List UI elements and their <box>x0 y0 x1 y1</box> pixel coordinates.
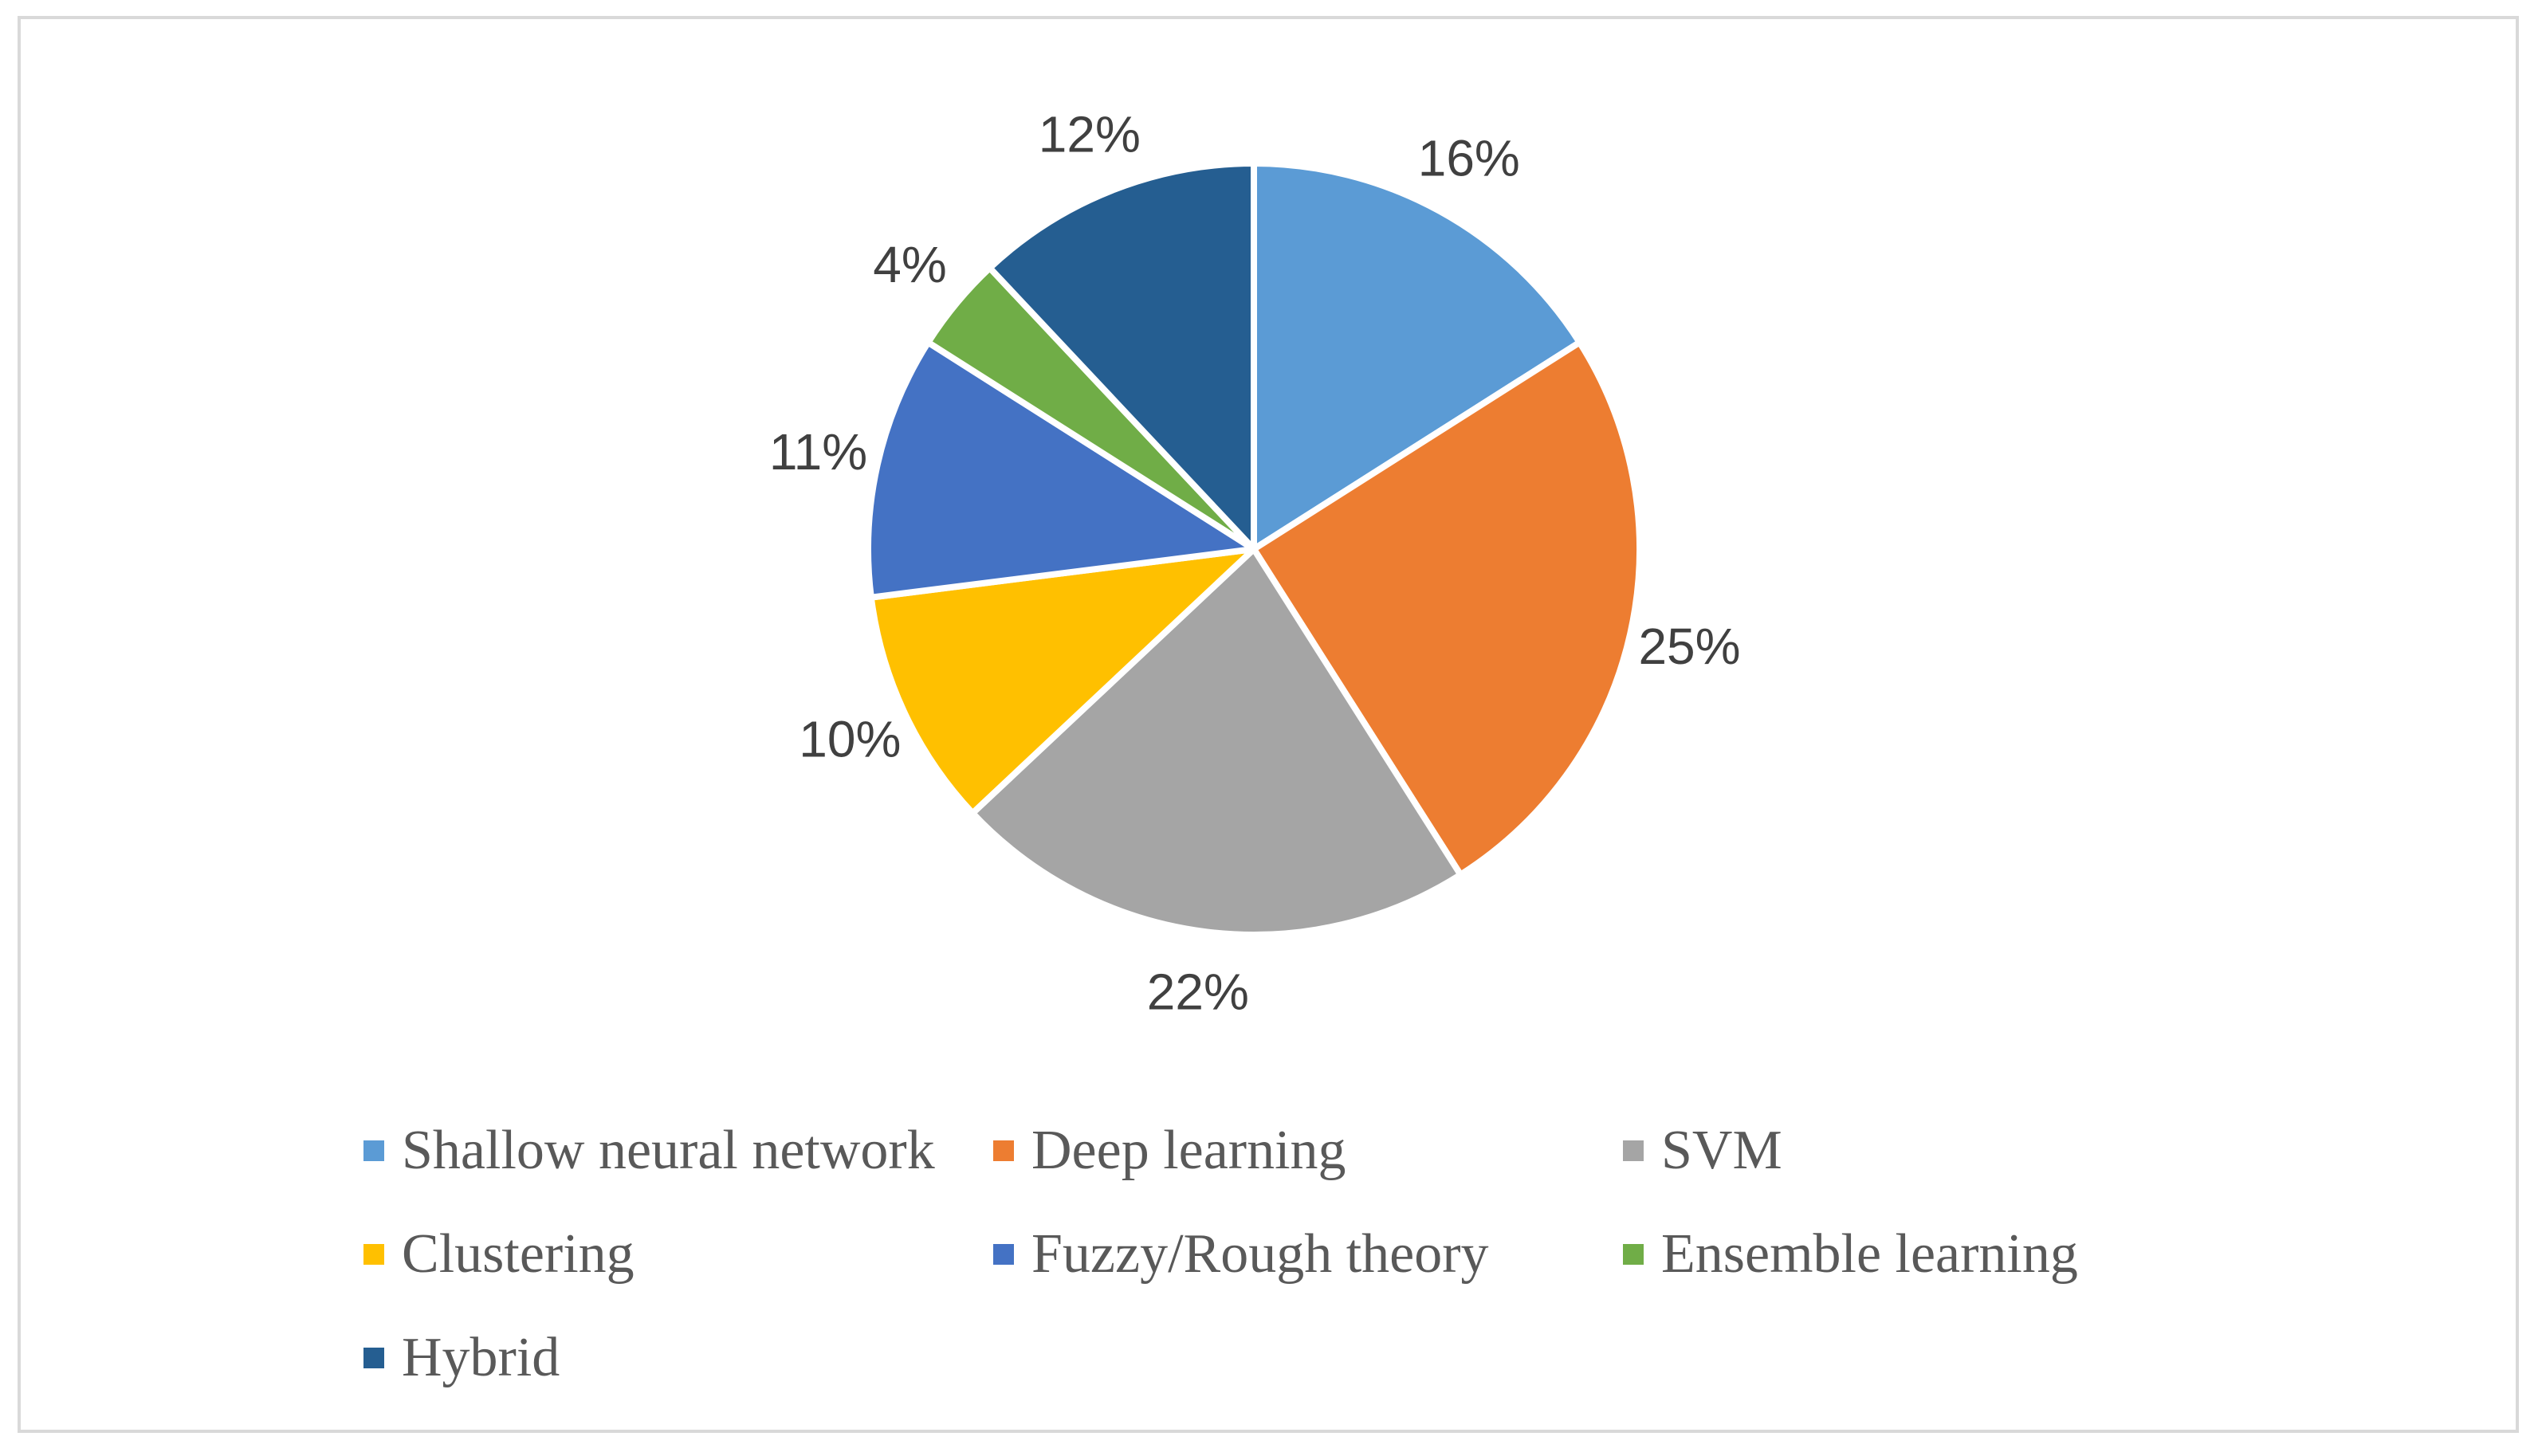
chart-frame: 16% 25% 22% 10% 11% 4% 12% Shallow neural netw… <box>18 16 2519 1433</box>
data-label-hybrid: 12% <box>1039 105 1141 163</box>
legend-item-shallow-neural-network: Shallow neural network <box>363 1119 935 1183</box>
legend-label: Deep learning <box>1031 1120 1346 1181</box>
pie-chart: 16% 25% 22% 10% 11% 4% 12% <box>769 105 1741 1021</box>
data-label-shallow-neural-network: 16% <box>1418 129 1520 186</box>
legend-swatch <box>993 1244 1014 1265</box>
legend-label: Clustering <box>402 1223 635 1285</box>
legend-swatch <box>363 1244 384 1265</box>
legend-item-deep-learning: Deep learning <box>993 1119 1346 1183</box>
pie-slice-hybrid <box>986 160 1257 552</box>
pie-slice-svm <box>969 546 1464 938</box>
data-label-fuzzy-rough-theory: 11% <box>769 423 867 481</box>
data-label-deep-learning: 25% <box>1638 618 1740 675</box>
legend-item-svm: SVM <box>1623 1119 1782 1183</box>
legend-swatch <box>993 1140 1014 1161</box>
data-label-ensemble-learning: 4% <box>873 236 947 293</box>
pie-slice-shallow-neural-network <box>1251 160 1583 552</box>
legend-swatch <box>1623 1244 1644 1265</box>
legend-label: Fuzzy/Rough theory <box>1031 1223 1489 1285</box>
legend-swatch <box>363 1348 384 1368</box>
legend-item-ensemble-learning: Ensemble learning <box>1623 1222 2078 1286</box>
pie-slice-deep-learning <box>1251 339 1643 878</box>
data-label-svm: 22% <box>1147 963 1249 1021</box>
pie-slice-fuzzy-rough-theory <box>865 339 1257 601</box>
legend-swatch <box>363 1140 384 1161</box>
data-label-clustering: 10% <box>799 710 901 767</box>
legend-label: Ensemble learning <box>1661 1223 2078 1285</box>
legend-label: SVM <box>1661 1120 1782 1181</box>
legend-swatch <box>1623 1140 1644 1161</box>
legend-item-clustering: Clustering <box>363 1222 635 1286</box>
legend-item-hybrid: Hybrid <box>363 1326 560 1390</box>
legend-label: Shallow neural network <box>402 1120 935 1181</box>
legend-label: Hybrid <box>402 1327 560 1388</box>
legend-item-fuzzy-rough-theory: Fuzzy/Rough theory <box>993 1222 1489 1286</box>
pie-slice-clustering <box>867 546 1257 817</box>
